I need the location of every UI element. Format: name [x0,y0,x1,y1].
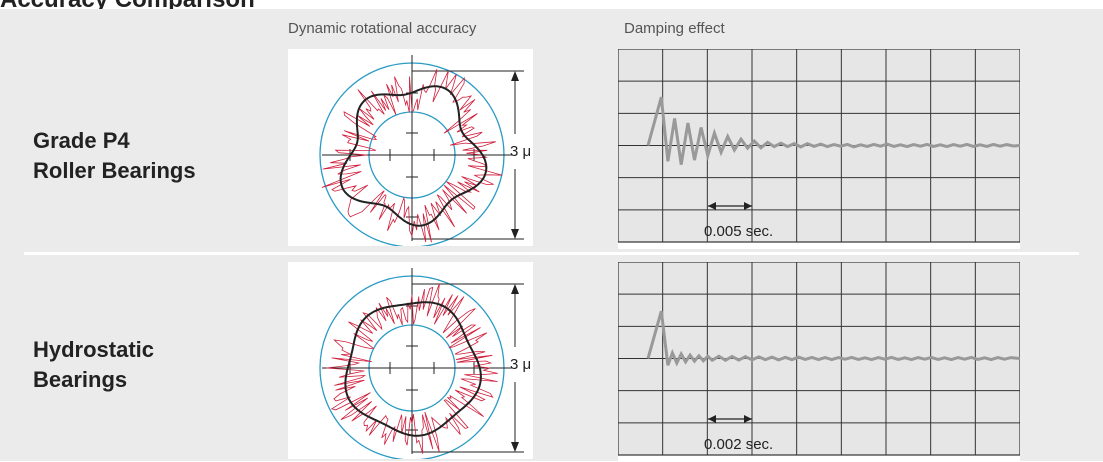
time-arrow-right-head [744,202,752,210]
time-arrow-left-head [708,415,716,423]
scale-arrow-down [511,442,519,452]
column-header-damping: Damping effect [624,20,725,37]
time-arrow-right-head [744,415,752,423]
row-divider [24,252,1079,255]
row-label-line1: Grade P4 [33,128,130,153]
damping-svg: 0.005 sec. [618,49,1020,243]
accuracy-svg: 3 μ [319,268,531,459]
comparison-panel: Dynamic rotational accuracy Damping effe… [0,9,1103,462]
runout-noise-trace [321,69,503,243]
row-label-roller: Grade P4 Roller Bearings [33,126,196,186]
row-label-hydrostatic: Hydrostatic Bearings [33,335,154,395]
damping-signal [646,96,1020,165]
scale-arrow-up [511,71,519,81]
damping-chart-roller: 0.005 sec. [618,49,1020,249]
page-title: Accuracy Comparison [0,0,640,9]
row-label-line2: Roller Bearings [33,158,196,183]
scale-arrow-up [511,284,519,294]
accuracy-diagram-hydrostatic: 3 μ [288,262,533,459]
damping-chart-hydrostatic: 0.002 sec. [618,262,1020,462]
accuracy-diagram-roller: 3 μ [288,49,533,246]
time-scale-label: 0.002 sec. [704,436,773,453]
column-header-accuracy: Dynamic rotational accuracy [288,20,477,37]
runout-mean-trace [344,301,482,437]
damping-signal [646,310,1020,367]
accuracy-scale-label: 3 μ [510,356,531,373]
runout-mean-trace [339,85,488,227]
row-label-line2: Bearings [33,367,128,392]
accuracy-scale-label: 3 μ [510,143,531,160]
time-scale-arrow [708,202,752,210]
damping-svg: 0.002 sec. [618,262,1020,456]
row-label-line1: Hydrostatic [33,337,155,362]
time-scale-arrow [708,415,752,423]
time-scale-label: 0.005 sec. [704,223,773,240]
accuracy-svg: 3 μ [319,55,531,246]
scale-arrow-down [511,229,519,239]
time-arrow-left-head [708,202,716,210]
